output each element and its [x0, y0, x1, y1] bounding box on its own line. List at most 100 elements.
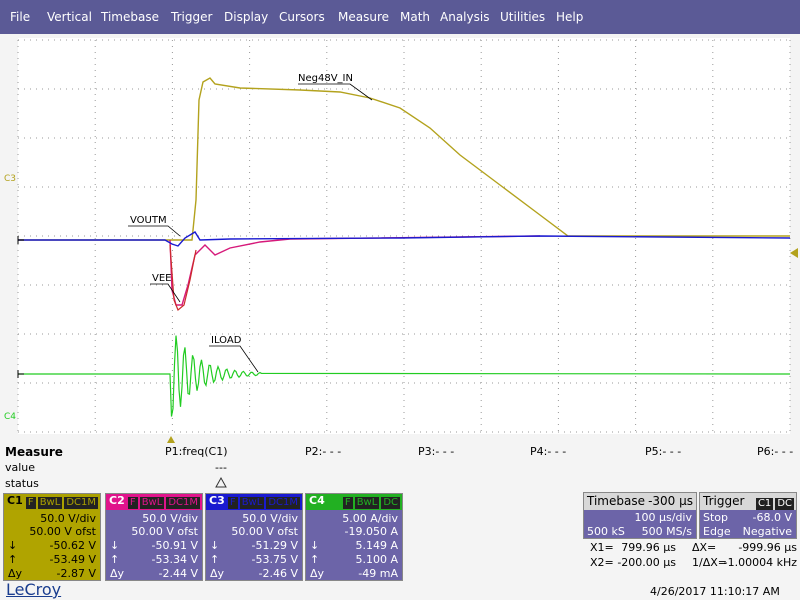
trigger-position — [167, 436, 175, 443]
channel-box: C3 F BwL DC1M 50.0 V/div 50.00 V ofst ↓ -51.29 … — [205, 493, 303, 581]
channel-box: C4 F BwL DC 5.00 A/div -19.050 A ↓ 5.149 A ↑ 5.10… — [305, 493, 403, 581]
trace-red — [169, 244, 197, 311]
row-value: -53.75 V — [251, 553, 298, 566]
measure-title: Measure — [5, 445, 63, 459]
channel-tag: BwL — [239, 497, 265, 509]
row-label: ↑ — [8, 553, 18, 566]
timestamp: 4/26/2017 11:10:17 AM — [650, 585, 780, 598]
channel-tag: DC1M — [64, 497, 98, 509]
channel-tag: F — [127, 497, 138, 509]
menu-item[interactable]: Display — [224, 10, 269, 24]
status-icon — [215, 476, 227, 488]
menu-item[interactable]: Analysis — [440, 10, 490, 24]
channel-tags: F BwL DC1M — [24, 495, 98, 509]
channel-header: C1 F BwL DC1M — [4, 494, 100, 510]
measure-param: P5:- - - — [645, 445, 682, 458]
row-value: 50.00 V ofst — [231, 525, 298, 538]
channel-tag: DC1M — [266, 497, 300, 509]
channel-header: C2 F BwL DC1M — [106, 494, 202, 510]
trigger-header: Trigger C1 DC — [700, 493, 796, 510]
channel-row: ↑ 5.100 A — [310, 553, 398, 567]
channel-tag: BwL — [139, 497, 165, 509]
row-label: ↑ — [110, 553, 120, 566]
menu-item[interactable]: File — [10, 10, 31, 24]
trigger-title: Trigger — [703, 494, 745, 508]
channel-box: C1 F BwL DC1M 50.0 V/div 50.00 V ofst ↓ -50.62 … — [3, 493, 101, 581]
timebase-value: 500 kS — [587, 525, 625, 538]
row-label: Δy — [8, 567, 23, 580]
row-label: ↓ — [8, 539, 18, 552]
channel-row: ↑ -53.75 V — [210, 553, 298, 567]
menu-item[interactable]: Help — [556, 10, 584, 24]
measure-value: --- — [215, 461, 227, 474]
channel-header: C4 F BwL DC — [306, 494, 402, 510]
timebase-box: Timebase -300 µs 100 µs/div 500 kS 500 MS/s — [583, 492, 697, 539]
measure-param: P4:- - - — [530, 445, 567, 458]
row-value: 50.0 V/div — [40, 512, 96, 525]
cursor-readout: X1= — [590, 541, 614, 554]
row-value: -49 mA — [358, 567, 398, 580]
menu-item[interactable]: Measure — [338, 10, 389, 24]
timebase-delay: -300 µs — [648, 494, 693, 508]
row-value: -50.62 V — [49, 539, 96, 552]
row-value: 50.00 V ofst — [29, 525, 96, 538]
channel-row: 50.0 V/div — [8, 512, 96, 526]
channel-row: 50.00 V ofst — [210, 525, 298, 539]
ground-marker — [17, 236, 24, 378]
channel-tag: DC — [381, 497, 400, 509]
channel-row: ↓ -50.91 V — [110, 539, 198, 553]
row-value: -53.34 V — [151, 553, 198, 566]
channel-row: ↑ -53.49 V — [8, 553, 96, 567]
trace-c4 — [18, 335, 791, 417]
trigger-tag: C1 — [755, 498, 774, 510]
cursor-readout: -200.00 µs — [617, 556, 676, 569]
trigger-value: Edge — [703, 525, 731, 538]
channel-name: C3 — [209, 494, 225, 507]
row-value: -50.91 V — [151, 539, 198, 552]
trace-c1 — [18, 77, 790, 241]
channel-row: ↑ -53.34 V — [110, 553, 198, 567]
channel-box: C2 F BwL DC1M 50.0 V/div 50.00 V ofst ↓ -50.91 … — [105, 493, 203, 581]
trigger-level — [790, 248, 798, 258]
row-value: -53.49 V — [49, 553, 96, 566]
menu-item[interactable]: Trigger — [171, 10, 213, 24]
channel-tag: BwL — [37, 497, 63, 509]
brand: LeCroy — [6, 580, 62, 599]
row-value: 50.0 V/div — [142, 512, 198, 525]
row-value: -2.87 V — [56, 567, 96, 580]
measure-row: value — [5, 461, 36, 474]
cursor-readout: 1/ΔX= — [692, 556, 727, 569]
channel-row: Δy -2.46 V — [210, 567, 298, 581]
menu-item[interactable]: Timebase — [101, 10, 159, 24]
leaders — [128, 83, 373, 373]
channel-row: 5.00 A/div — [310, 512, 398, 526]
measure-param: P6:- - - — [757, 445, 794, 458]
row-value: 5.100 A — [355, 553, 398, 566]
channel-marker: C4 — [4, 412, 16, 422]
menu-bar: File Vertical Timebase Trigger Display Cursor… — [0, 0, 800, 34]
trigger-box: Trigger C1 DC Stop -68.0 V Edge Negative — [699, 492, 797, 539]
row-label: ↓ — [310, 539, 320, 552]
row-label: Δy — [110, 567, 125, 580]
channel-row: ↓ -50.62 V — [8, 539, 96, 553]
channel-tag: F — [25, 497, 36, 509]
trigger-value: -68.0 V — [752, 511, 792, 524]
menu-item[interactable]: Cursors — [279, 10, 325, 24]
channel-row: ↓ 5.149 A — [310, 539, 398, 553]
channel-name: C4 — [309, 494, 325, 507]
channel-tags: F BwL DC1M — [226, 495, 300, 509]
menu-item[interactable]: Vertical — [47, 10, 92, 24]
timebase-value: 100 µs/div — [634, 511, 692, 524]
timebase-header: Timebase -300 µs — [584, 493, 696, 510]
channel-row: Δy -49 mA — [310, 567, 398, 581]
trace-label: VOUTM — [130, 215, 167, 226]
trigger-value: Negative — [742, 525, 792, 538]
channel-tag: F — [342, 497, 353, 509]
menu-item[interactable]: Utilities — [500, 10, 546, 24]
menu-item[interactable]: Math — [400, 10, 431, 24]
row-label: ↓ — [110, 539, 120, 552]
row-value: 5.149 A — [355, 539, 398, 552]
channel-name: C1 — [7, 494, 23, 507]
